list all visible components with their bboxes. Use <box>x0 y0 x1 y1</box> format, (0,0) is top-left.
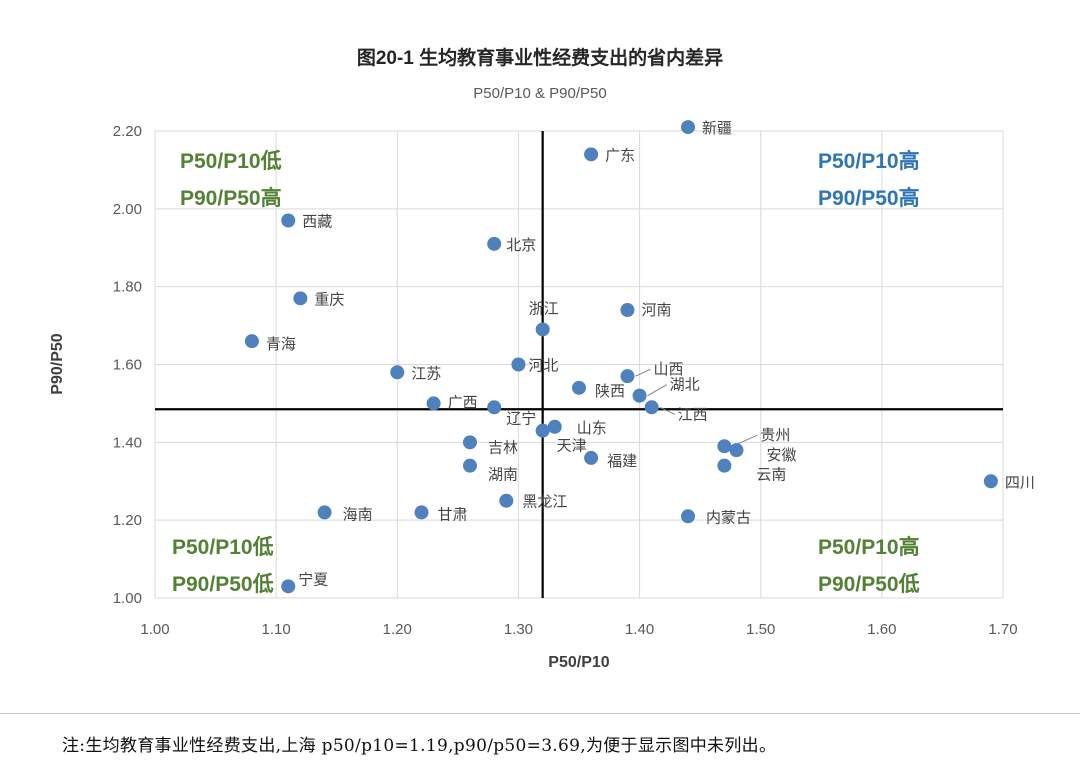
y-tick-label: 1.80 <box>113 279 142 296</box>
data-point-label: 江苏 <box>411 365 441 382</box>
chart-container: 图20-1 生均教育事业性经费支出的省内差异 P50/P10 & P90/P50… <box>0 46 1080 714</box>
data-point <box>584 450 599 465</box>
data-point-label: 内蒙古 <box>706 509 751 526</box>
data-point-label: 江西 <box>678 406 708 423</box>
data-point <box>535 322 550 337</box>
y-tick-label: 2.20 <box>113 123 142 140</box>
chart-title: 图20-1 生均教育事业性经费支出的省内差异 <box>357 46 723 69</box>
x-tick-label: 1.60 <box>867 621 896 638</box>
data-point-label: 湖北 <box>670 377 700 394</box>
scatter-chart: 图20-1 生均教育事业性经费支出的省内差异 P50/P10 & P90/P50… <box>49 46 1035 671</box>
quadrant-label-top-right: P90/P50高 <box>818 186 920 210</box>
data-point <box>632 388 647 403</box>
data-point <box>462 435 477 450</box>
data-point <box>547 419 562 434</box>
quadrant-label-bottom-right: P90/P50低 <box>818 572 920 596</box>
gridlines <box>154 130 1004 599</box>
data-point <box>281 579 296 594</box>
data-point <box>644 400 659 415</box>
data-point-label: 西藏 <box>302 214 332 231</box>
data-point-label: 吉林 <box>488 439 518 456</box>
chart-subtitle: P50/P10 & P90/P50 <box>473 85 606 102</box>
leader-line <box>647 384 667 397</box>
data-point-label: 甘肃 <box>438 506 468 523</box>
quadrant-label-top-right: P50/P10高 <box>818 149 920 173</box>
footnote-area: 注:生均教育事业性经费支出,上海 p50/p10=1.19,p90/p50=3.… <box>0 714 1080 773</box>
footnote-text: 注:生均教育事业性经费支出,上海 p50/p10=1.19,p90/p50=3.… <box>62 736 777 756</box>
data-point <box>717 439 732 454</box>
data-point-label: 广东 <box>605 147 635 164</box>
data-point-label: 浙江 <box>529 300 559 317</box>
data-point-label: 黑龙江 <box>522 494 567 511</box>
quadrant-annotations: P50/P10低 P90/P50高 P50/P10高 P90/P50高 P50/P10低… <box>172 149 920 596</box>
x-tick-label: 1.40 <box>625 621 654 638</box>
leader-line <box>659 406 675 415</box>
quadrant-label-top-left: P90/P50高 <box>180 186 282 210</box>
data-point <box>244 334 259 349</box>
data-point <box>717 458 732 473</box>
data-point <box>462 458 477 473</box>
data-point-label: 辽宁 <box>506 410 536 427</box>
data-point <box>317 505 332 520</box>
data-point <box>535 423 550 438</box>
data-point-label: 安徽 <box>766 447 796 464</box>
data-point-label: 山东 <box>577 420 607 437</box>
x-tick-label: 1.50 <box>746 621 775 638</box>
data-point <box>620 303 635 318</box>
quadrant-label-bottom-left: P90/P50低 <box>172 572 274 596</box>
data-point <box>281 213 296 228</box>
data-point <box>487 400 502 415</box>
quadrant-label-bottom-left: P50/P10低 <box>172 535 274 559</box>
y-tick-label: 1.60 <box>113 357 142 374</box>
data-point-label: 青海 <box>266 336 296 353</box>
data-point <box>293 291 308 306</box>
crosshair-lines <box>155 131 1003 598</box>
quadrant-label-top-left: P50/P10低 <box>180 149 282 173</box>
x-tick-label: 1.10 <box>262 621 291 638</box>
data-point-label: 陕西 <box>595 383 625 400</box>
data-point-label: 重庆 <box>314 291 344 308</box>
data-point <box>983 474 998 489</box>
data-point <box>681 509 696 524</box>
data-point <box>426 396 441 411</box>
data-point <box>487 236 502 251</box>
x-tick-label: 1.20 <box>383 621 412 638</box>
data-point <box>499 493 514 508</box>
data-point-label: 贵州 <box>760 427 790 444</box>
data-point-label: 云南 <box>756 467 786 484</box>
data-point <box>584 147 599 162</box>
data-point <box>511 357 526 372</box>
data-point-label: 河北 <box>528 358 558 375</box>
x-tick-label: 1.30 <box>504 621 533 638</box>
data-point-label: 福建 <box>607 453 637 470</box>
data-point <box>572 380 586 395</box>
data-point-label: 广西 <box>448 394 478 411</box>
y-tick-label: 1.40 <box>113 434 142 451</box>
data-point-label: 河南 <box>641 302 671 319</box>
x-tick-label: 1.70 <box>988 621 1017 638</box>
data-point-label: 山西 <box>653 361 683 378</box>
y-axis-title: P90/P50 <box>49 333 66 394</box>
y-tick-label: 1.00 <box>113 590 142 607</box>
data-point <box>620 369 635 384</box>
data-point <box>390 365 405 380</box>
x-tick-label: 1.00 <box>140 621 169 638</box>
x-axis-title: P50/P10 <box>548 654 609 671</box>
leader-line <box>635 368 651 377</box>
data-point-label: 四川 <box>1005 474 1035 491</box>
y-tick-label: 2.00 <box>113 201 142 218</box>
data-point-label: 宁夏 <box>298 571 328 588</box>
data-point-label: 北京 <box>506 237 536 254</box>
y-tick-label: 1.20 <box>113 512 142 529</box>
data-point-label: 湖南 <box>488 467 518 484</box>
quadrant-label-bottom-right: P50/P10高 <box>818 535 920 559</box>
data-point-label: 新疆 <box>702 120 732 137</box>
data-point <box>681 120 696 135</box>
data-point <box>729 443 744 458</box>
data-point-label: 天津 <box>557 438 587 455</box>
data-point <box>414 505 429 520</box>
data-point-label: 海南 <box>343 506 373 523</box>
axis-tick-labels: 1.00 1.10 1.20 1.30 1.40 1.50 1.60 1.70 1.00 1.20… <box>113 123 1018 638</box>
